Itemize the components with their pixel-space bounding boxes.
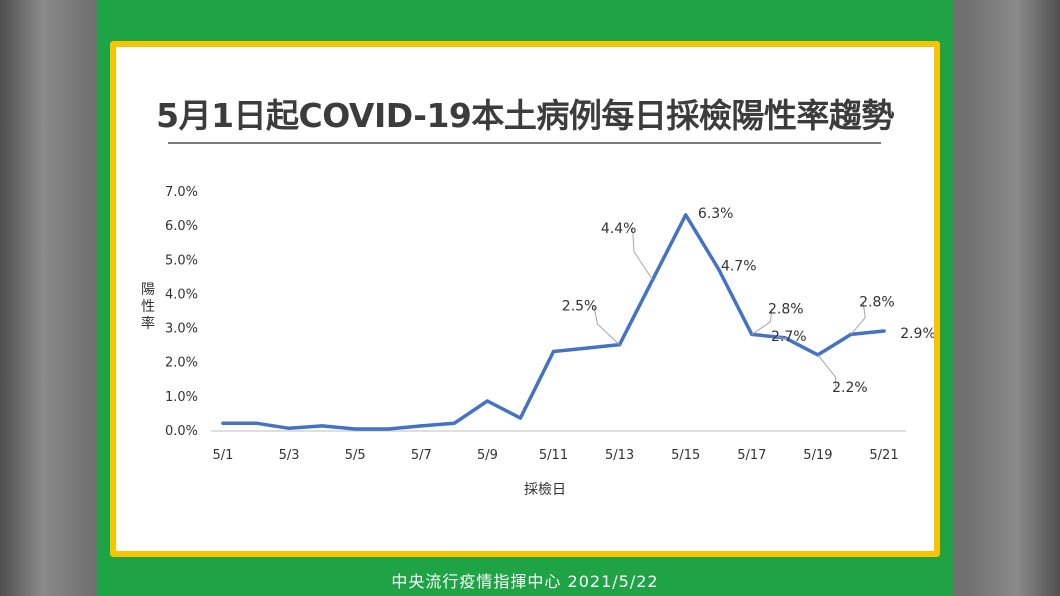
x-tick-label: 5/19 [803, 448, 832, 463]
footer: 中央流行疫情指揮中心 2021/5/22 [97, 568, 953, 592]
data-label: 6.3% [698, 206, 734, 222]
x-tick-label: 5/21 [869, 448, 898, 463]
data-point [353, 427, 357, 431]
annotation-leader [632, 227, 654, 281]
chart-title: 5月1日起COVID-19本土病例每日採檢陽性率趨勢 [156, 96, 894, 135]
x-tick-label: 5/17 [737, 448, 766, 463]
data-point [485, 399, 489, 403]
annotation-leader [817, 354, 837, 387]
y-axis-title-char: 性 [141, 299, 155, 315]
x-tick-label: 5/1 [213, 448, 234, 463]
data-point [684, 213, 688, 217]
slide-panel: 5月1日起COVID-19本土病例每日採檢陽性率趨勢 0.0% 1.0% 2.0% 3… [97, 0, 953, 596]
chart-card: 5月1日起COVID-19本土病例每日採檢陽性率趨勢 0.0% 1.0% 2.0% 3… [110, 41, 940, 557]
data-label: 2.7% [771, 329, 807, 345]
data-point [221, 421, 225, 425]
data-label: 2.8% [859, 294, 895, 310]
y-tick-label: 2.0% [165, 356, 198, 371]
x-axis-title: 採檢日 [524, 481, 566, 498]
y-axis-title-char: 率 [141, 315, 155, 332]
x-tick-label: 5/13 [605, 448, 634, 463]
title-divider [168, 142, 881, 144]
y-tick-label: 3.0% [165, 322, 198, 337]
line-chart: 0.0% 1.0% 2.0% 3.0% 4.0% 5.0% 6.0% 7.0% 5/1 5/3 5/… [141, 185, 934, 498]
data-point [320, 424, 324, 428]
x-tick-label: 5/3 [279, 448, 300, 463]
y-tick-label: 0.0% [165, 424, 198, 439]
data-point [717, 267, 721, 272]
data-point [551, 349, 556, 354]
y-tick-label: 4.0% [165, 287, 198, 302]
y-tick-label: 5.0% [165, 253, 198, 268]
data-point [518, 416, 523, 420]
annotation-leader [751, 308, 773, 335]
annotation-leader [774, 335, 788, 341]
data-label: 2.5% [562, 299, 598, 315]
data-point [254, 421, 258, 425]
x-tick-label: 5/5 [345, 448, 366, 463]
data-point [386, 427, 390, 431]
series-line [221, 213, 886, 431]
data-point [452, 421, 456, 425]
annotation-leader [593, 305, 620, 346]
data-point [584, 346, 589, 350]
y-axis-title-char: 陽 [141, 282, 155, 298]
data-label: 2.2% [832, 380, 868, 396]
x-tick-label: 5/9 [477, 448, 498, 463]
data-label: 4.4% [601, 221, 637, 237]
data-point [419, 424, 423, 428]
data-label: 4.7% [721, 259, 757, 275]
x-tick-label: 5/11 [539, 448, 568, 463]
data-point [882, 329, 886, 333]
data-point [287, 426, 291, 430]
data-label: 2.8% [768, 301, 804, 317]
x-tick-label: 5/15 [671, 448, 700, 463]
x-tick-label: 5/7 [411, 448, 432, 463]
footer-date: 2021/5/22 [567, 572, 659, 591]
data-label: 2.9% [900, 326, 934, 342]
annotation-leader [850, 301, 866, 335]
y-tick-label: 1.0% [165, 390, 198, 405]
footer-org: 中央流行疫情指揮中心 [391, 572, 562, 591]
y-tick-label: 7.0% [165, 185, 198, 200]
y-tick-label: 6.0% [165, 219, 198, 234]
